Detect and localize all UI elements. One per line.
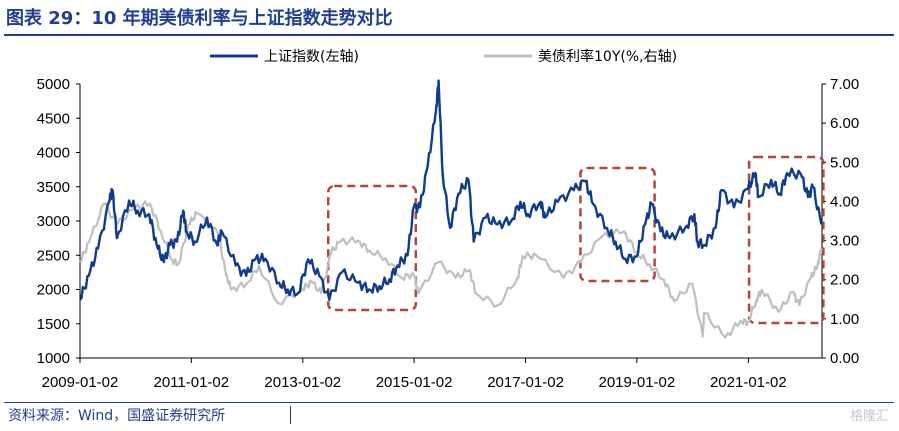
y-right-tick-label: 4.00 (830, 193, 859, 210)
axes: 1000 1500 2000 2500 3000 3500 4000 4500 5000 0.00… (37, 76, 860, 391)
x-tick-label: 2015-01-02 (376, 374, 453, 391)
legend-item-ust-label: 美债利率10Y(%,右轴) (538, 48, 677, 65)
sse-series-line (79, 79, 823, 301)
y-left-tick-label: 1000 (37, 350, 70, 367)
y-left-tick-label: 5000 (37, 76, 70, 93)
watermark: 格隆汇 (849, 409, 889, 424)
chart-title: 图表 29：10 年期美债利率与上证指数走势对比 (6, 8, 393, 29)
x-tick-label: 2019-01-02 (599, 374, 676, 391)
y-left-tick-label: 2500 (37, 247, 70, 264)
y-right-tick-label: 1.00 (830, 311, 859, 328)
footer-divider (4, 402, 894, 403)
legend: 上证指数(左轴) 美债利率10Y(%,右轴) (210, 48, 677, 65)
y-left-tick-label: 3000 (37, 213, 70, 230)
ust-series-line (79, 200, 823, 339)
y-left-tick-label: 4500 (37, 110, 70, 127)
legend-item-sse-label: 上证指数(左轴) (264, 49, 359, 65)
x-tick-label: 2013-01-02 (264, 374, 341, 391)
x-tick-label: 2009-01-02 (42, 374, 119, 391)
series-lines (79, 79, 823, 339)
annotation-box (747, 155, 825, 325)
y-left-tick-label: 2000 (37, 282, 70, 299)
y-right-tick-label: 6.00 (830, 115, 859, 132)
y-right-tick-label: 5.00 (830, 154, 859, 171)
y-right-tick-label: 2.00 (830, 272, 859, 289)
y-right-tick-label: 0.00 (830, 350, 859, 367)
title-divider (4, 34, 894, 36)
source-note: 资料来源：Wind，国盛证券研究所 (8, 408, 226, 424)
y-right-tick-label: 3.00 (830, 233, 859, 250)
text-cursor (290, 406, 291, 424)
x-tick-label: 2017-01-02 (487, 374, 564, 391)
y-left-tick-label: 4000 (37, 145, 70, 162)
x-tick-label: 2011-01-02 (154, 374, 230, 391)
line-chart: 1000 1500 2000 2500 3000 3500 4000 4500 5000 0.00… (37, 48, 860, 391)
x-tick-label: 2021-01-02 (710, 374, 787, 391)
y-left-tick-label: 1500 (37, 316, 70, 333)
y-left-tick-label: 3500 (37, 179, 70, 196)
annotation-boxes (326, 155, 825, 325)
y-right-tick-label: 7.00 (830, 76, 859, 93)
annotation-box (579, 166, 656, 283)
